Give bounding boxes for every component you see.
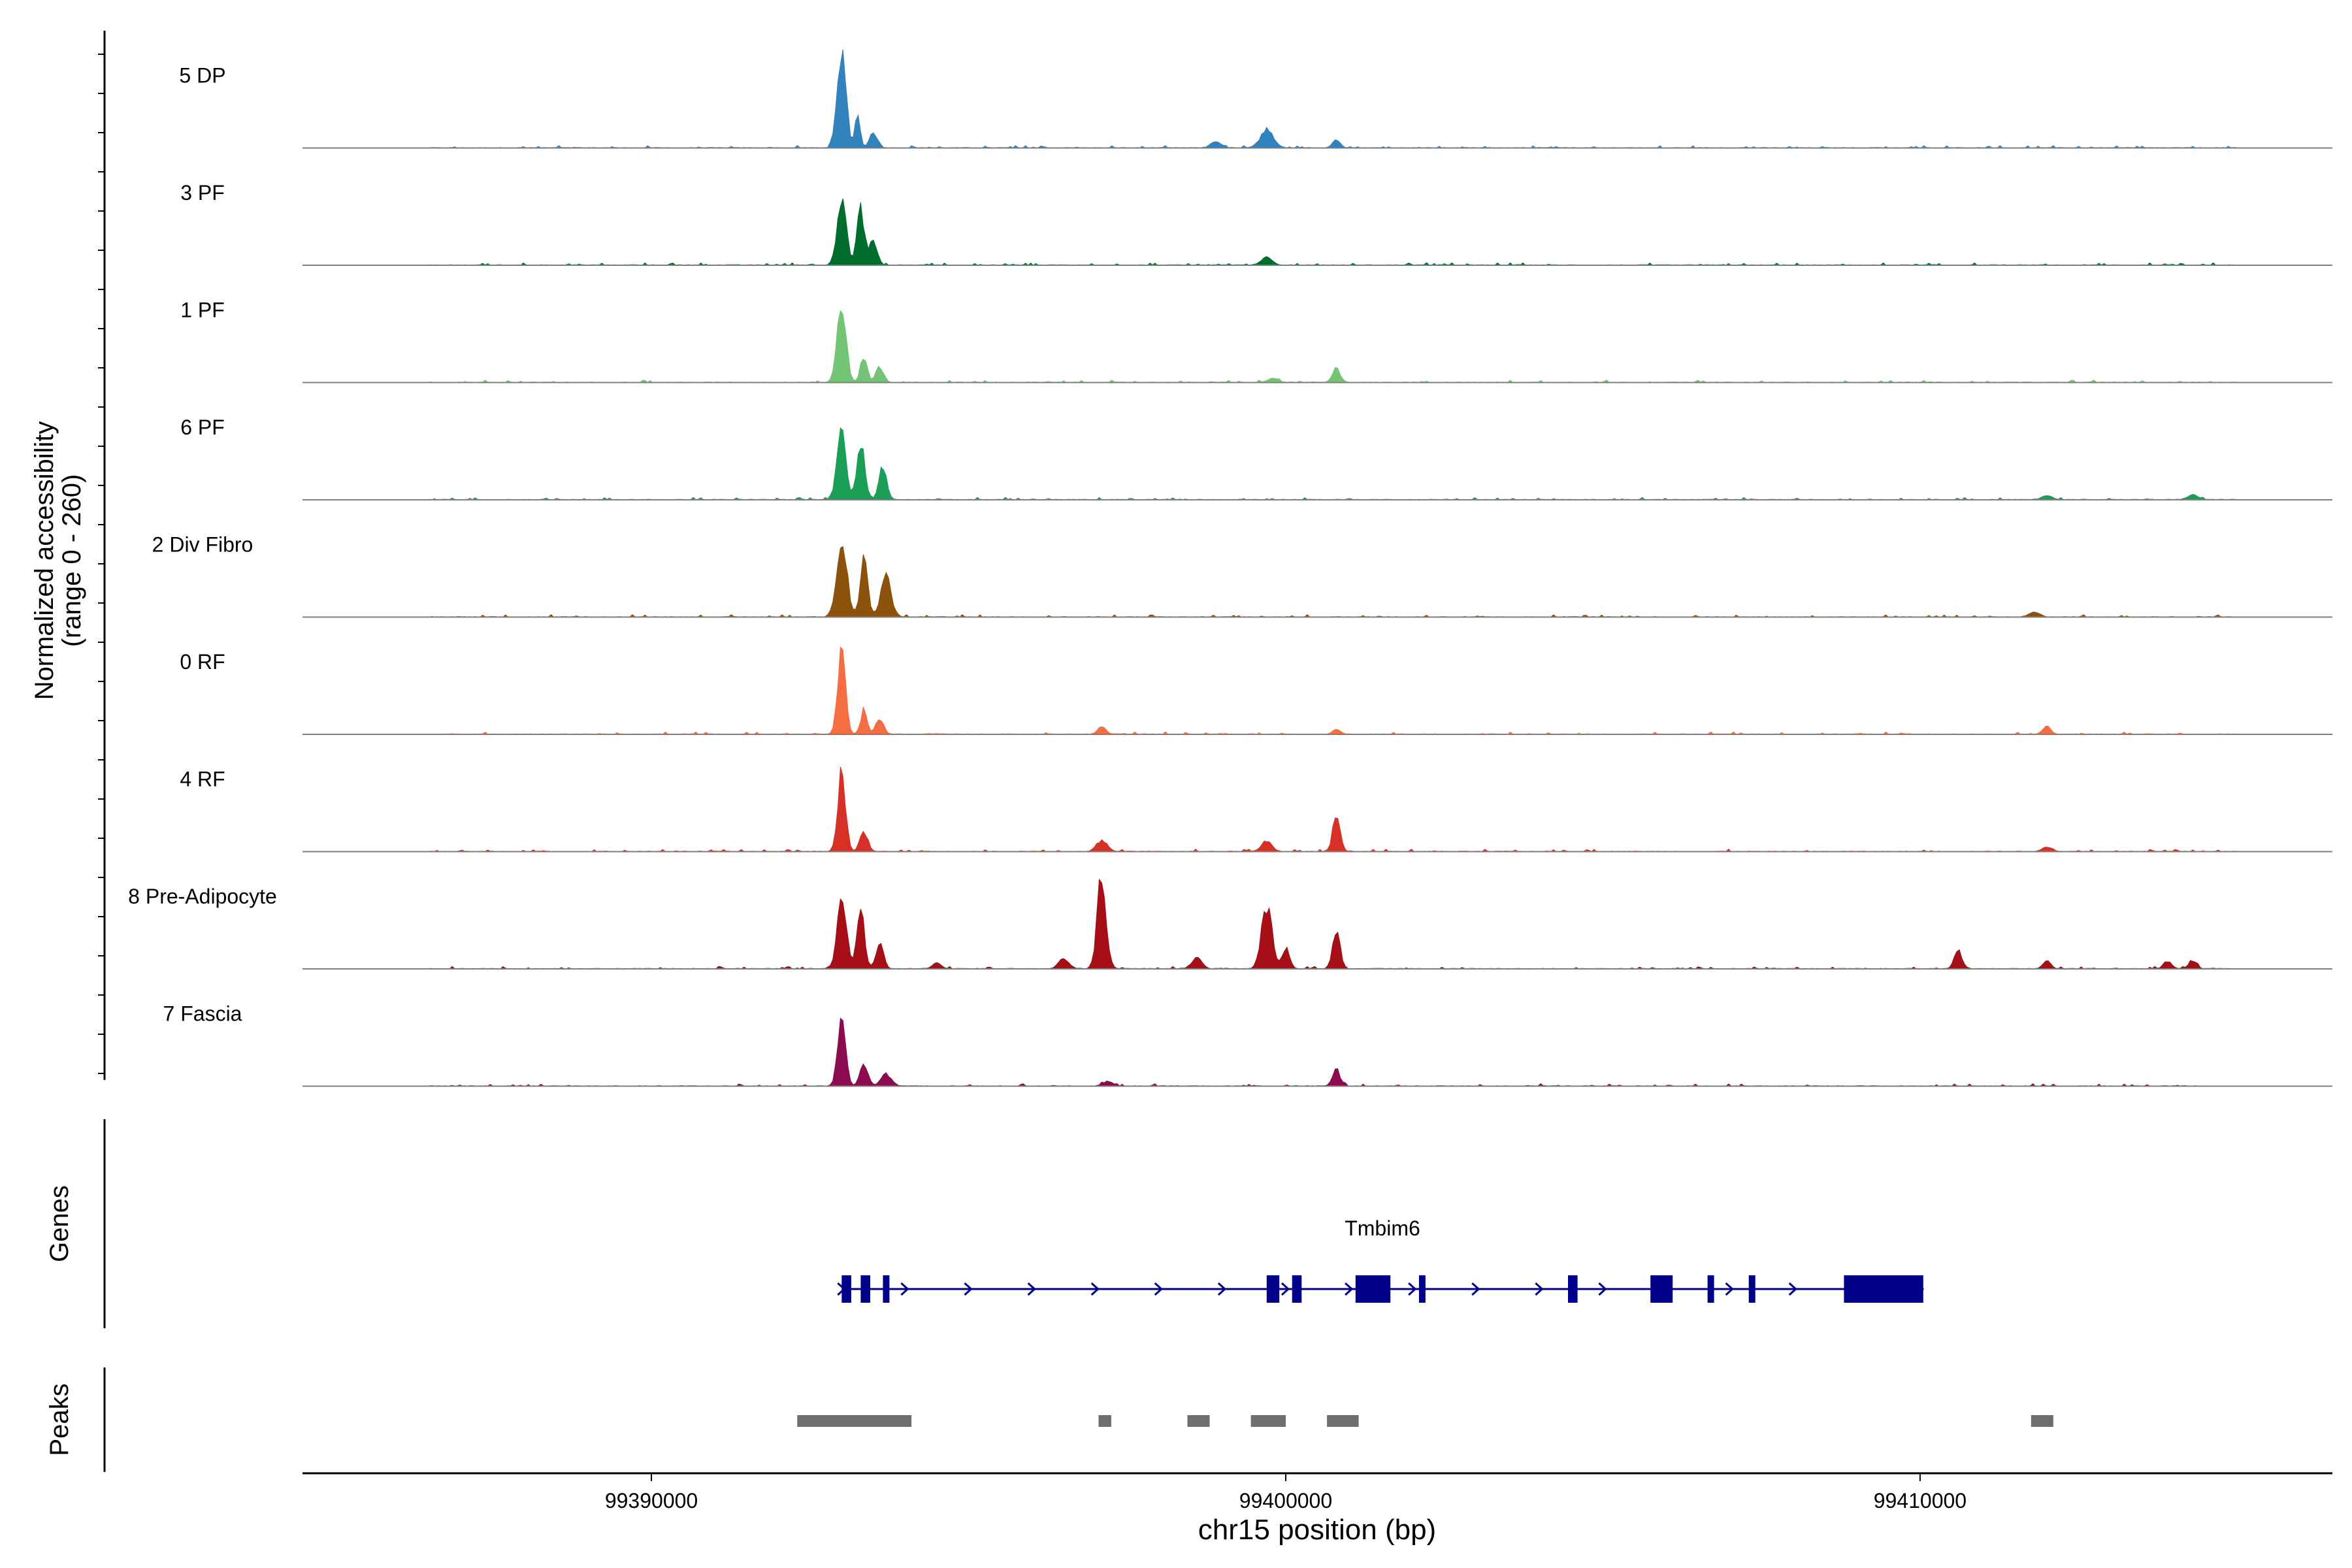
gene-model: [837, 1275, 1925, 1303]
strand-arrow: [1090, 1282, 1100, 1296]
peak-region: [797, 1415, 912, 1427]
strand-arrow: [900, 1282, 909, 1296]
strand-arrow: [1598, 1282, 1607, 1296]
tracks-y-axis-ticks: [98, 54, 105, 1074]
track-5-dp: 5 DP: [179, 49, 2332, 149]
x-tick-label: 99410000: [1874, 1489, 1967, 1512]
coverage-area: [429, 427, 2238, 500]
track-3-pf: 3 PF: [180, 181, 2332, 266]
track-7-fascia: 7 Fascia: [163, 1002, 2332, 1087]
coverage-area: [429, 766, 2238, 853]
strand-arrow: [1154, 1282, 1164, 1296]
strand-arrow: [1217, 1282, 1227, 1296]
coverage-tracks: 5 DP 3 PF 1 PF 6 PF 2 Div Fibro 0 RF 4 RF 8 Pre…: [128, 49, 2332, 1087]
y-axis-title: Normalized accessibility: [30, 421, 59, 700]
gene-exon: [860, 1275, 870, 1303]
gene-exon: [1748, 1275, 1756, 1303]
gene-exon: [1650, 1275, 1673, 1303]
x-tick-label: 99400000: [1239, 1489, 1332, 1512]
track-1-pf: 1 PF: [180, 299, 2332, 384]
track-6-pf: 6 PF: [180, 416, 2332, 500]
strand-arrow: [1345, 1282, 1354, 1296]
gene-exon: [883, 1275, 890, 1303]
gene-exon: [1844, 1275, 1923, 1303]
coverage-area: [429, 310, 2238, 384]
gene-exon: [1355, 1275, 1391, 1303]
strand-arrow: [1788, 1282, 1797, 1296]
x-axis-ticks: 99390000 99400000 99410000: [605, 1473, 1967, 1512]
gene-name-label: Tmbim6: [1345, 1217, 1420, 1240]
peaks-panel-label: Peaks: [45, 1383, 74, 1456]
track-label: 6 PF: [180, 416, 225, 439]
coverage-area: [429, 49, 2238, 149]
peak-region: [1187, 1415, 1210, 1427]
gene-exon: [1707, 1275, 1714, 1303]
strand-arrow: [1725, 1282, 1734, 1296]
track-label: 7 Fascia: [163, 1002, 242, 1026]
coverage-area: [429, 546, 2238, 618]
coverage-area: [429, 1017, 2238, 1087]
coverage-area: [429, 645, 2238, 735]
gene-exon: [1418, 1275, 1426, 1303]
x-axis-title: chr15 position (bp): [1198, 1514, 1436, 1546]
track-label: 1 PF: [180, 299, 225, 322]
track-8-pre-adipocyte: 8 Pre-Adipocyte: [128, 878, 2332, 970]
peak-region: [1098, 1415, 1111, 1427]
strand-arrow: [964, 1282, 973, 1296]
peak-region: [1327, 1415, 1359, 1427]
track-label: 4 RF: [180, 768, 225, 791]
gene-exon: [841, 1275, 851, 1303]
peak-region: [1250, 1415, 1286, 1427]
coverage-area: [429, 198, 2238, 266]
track-label: 5 DP: [179, 64, 225, 88]
track-0-rf: 0 RF: [180, 645, 2332, 735]
strand-arrow: [1027, 1282, 1036, 1296]
track-2-div-fibro: 2 Div Fibro: [152, 533, 2332, 618]
genes-panel-label: Genes: [45, 1185, 74, 1262]
coverage-area: [429, 878, 2238, 970]
strand-arrow: [1471, 1282, 1480, 1296]
y-axis-range-label: (range 0 - 260): [57, 474, 86, 647]
track-4-rf: 4 RF: [180, 766, 2332, 853]
x-tick-label: 99390000: [605, 1489, 698, 1512]
gene-exon: [1568, 1275, 1578, 1303]
strand-arrow: [1281, 1282, 1290, 1296]
track-label: 8 Pre-Adipocyte: [128, 885, 277, 908]
track-label: 2 Div Fibro: [152, 533, 253, 557]
strand-arrow: [1408, 1282, 1417, 1296]
gene-exon: [1292, 1275, 1302, 1303]
strand-arrow: [1535, 1282, 1544, 1296]
gene-exon: [1266, 1275, 1280, 1303]
peak-region: [2031, 1415, 2053, 1427]
peak-regions: [797, 1415, 2053, 1427]
track-label: 0 RF: [180, 650, 225, 674]
track-label: 3 PF: [180, 181, 225, 204]
